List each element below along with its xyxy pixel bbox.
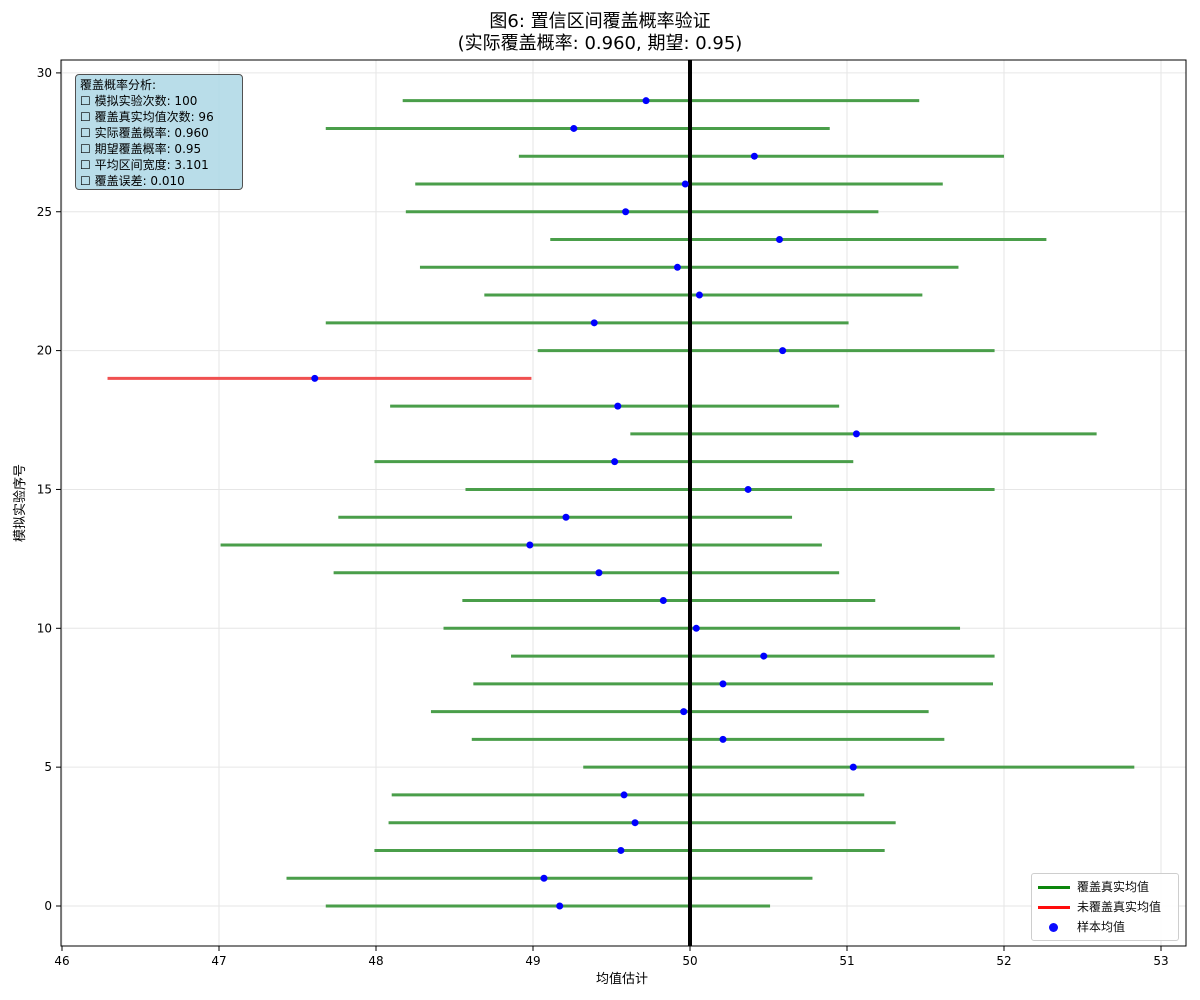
x-tick-label: 53 bbox=[1153, 954, 1168, 968]
sample-mean-point bbox=[673, 263, 681, 271]
x-tick-label: 52 bbox=[996, 954, 1011, 968]
sample-mean-point bbox=[562, 513, 570, 521]
sample-mean-point bbox=[680, 708, 688, 716]
sample-means bbox=[311, 97, 860, 910]
red-line-icon bbox=[1038, 906, 1070, 909]
sample-mean-point bbox=[631, 819, 639, 827]
x-tick-label: 51 bbox=[839, 954, 854, 968]
coverage-analysis-box bbox=[75, 74, 243, 190]
y-tick-label: 25 bbox=[37, 205, 52, 219]
green-line-icon bbox=[1038, 886, 1070, 889]
sample-mean-point bbox=[556, 902, 564, 910]
sample-mean-point bbox=[681, 180, 689, 188]
sample-mean-point bbox=[695, 291, 703, 299]
x-tick-label: 49 bbox=[525, 954, 540, 968]
sample-mean-point bbox=[744, 485, 752, 493]
sample-mean-point bbox=[570, 124, 578, 132]
sample-mean-point bbox=[617, 846, 625, 854]
sample-mean-point bbox=[620, 791, 628, 799]
sample-mean-point bbox=[719, 735, 727, 743]
x-tick-label: 47 bbox=[211, 954, 226, 968]
blue-dot-icon bbox=[1049, 923, 1058, 932]
confidence-intervals bbox=[107, 99, 1135, 908]
y-axis-label: 模拟实验序号 bbox=[12, 464, 28, 542]
y-tick-label: 20 bbox=[37, 344, 52, 358]
sample-mean-point bbox=[849, 763, 857, 771]
y-tick-label: 5 bbox=[44, 760, 52, 774]
sample-mean-point bbox=[622, 208, 630, 216]
sample-mean-point bbox=[760, 652, 768, 660]
sample-mean-point bbox=[526, 541, 534, 549]
sample-mean-point bbox=[852, 430, 860, 438]
y-tick-label: 0 bbox=[44, 899, 52, 913]
sample-mean-point bbox=[719, 680, 727, 688]
sample-mean-point bbox=[595, 569, 603, 577]
coverage-analysis-text: 覆盖概率分析: ☐ 模拟实验次数: 100 ☐ 覆盖真实均值次数: 96 ☐ 实… bbox=[80, 78, 214, 188]
axes-frame bbox=[60, 59, 1187, 947]
y-tick-label: 30 bbox=[37, 66, 52, 80]
sample-mean-point bbox=[614, 402, 622, 410]
x-tick-label: 48 bbox=[368, 954, 383, 968]
sample-mean-point bbox=[659, 597, 667, 605]
sample-mean-point bbox=[775, 236, 783, 244]
sample-mean-point bbox=[692, 624, 700, 632]
sample-mean-point bbox=[642, 97, 650, 105]
legend: 覆盖真实均值 未覆盖真实均值 样本均值 bbox=[1031, 873, 1179, 941]
x-axis-ticks: 46 47 48 49 50 51 52 53 bbox=[54, 946, 1169, 968]
sample-mean-point bbox=[750, 152, 758, 160]
grid-lines bbox=[61, 60, 1186, 946]
y-axis-ticks: 0 5 10 15 20 25 30 bbox=[37, 66, 61, 913]
x-axis-label: 均值估计 bbox=[596, 971, 648, 987]
y-tick-label: 10 bbox=[37, 621, 52, 635]
sample-mean-point bbox=[779, 347, 787, 355]
y-tick-label: 15 bbox=[37, 482, 52, 496]
sample-mean-point bbox=[540, 874, 548, 882]
chart-subtitle: (实际覆盖概率: 0.960, 期望: 0.95) bbox=[457, 33, 743, 54]
x-tick-label: 46 bbox=[54, 954, 69, 968]
chart-title: 图6: 置信区间覆盖概率验证 bbox=[489, 11, 711, 32]
sample-mean-point bbox=[611, 458, 619, 466]
sample-mean-point bbox=[590, 319, 598, 327]
sample-mean-point bbox=[311, 374, 319, 382]
x-tick-label: 50 bbox=[682, 954, 697, 968]
